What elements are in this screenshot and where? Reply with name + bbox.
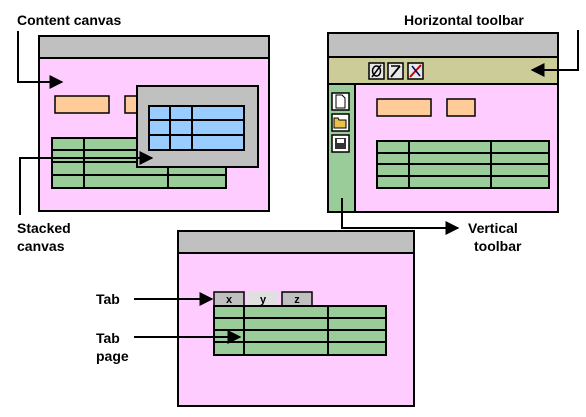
tab-label: y [260, 294, 267, 306]
slash-pen-icon[interactable] [368, 62, 385, 80]
window-titlebar [327, 32, 559, 58]
text-field [446, 98, 476, 117]
horizontal-toolbar [327, 56, 559, 85]
vertical-toolbar-label: Vertical toolbar [468, 220, 522, 254]
content-canvas-window [38, 35, 270, 212]
text-field [376, 98, 432, 117]
tab-page [213, 305, 387, 356]
vertical-toolbar-arrow [341, 198, 460, 235]
text-field [54, 95, 110, 114]
horizontal-toolbar-arrow [530, 30, 579, 77]
data-grid [376, 140, 550, 189]
window-titlebar [177, 230, 415, 254]
save-disk-icon[interactable] [331, 134, 350, 153]
window-titlebar [38, 35, 270, 59]
stacked-canvas-label: Stacked canvas [17, 220, 75, 254]
tab-label: z [294, 294, 300, 306]
content-canvas-label: Content canvas [17, 12, 121, 28]
tab-y[interactable]: y [247, 291, 279, 307]
horizontal-toolbar-label: Horizontal toolbar [404, 12, 524, 28]
tab-x[interactable]: x [213, 291, 245, 307]
tab-canvas-window: x y z [177, 230, 415, 407]
stacked-canvas [136, 85, 259, 168]
delete-icon[interactable] [407, 62, 424, 80]
tab-label: x [226, 294, 233, 306]
toolbar-window [327, 32, 559, 213]
open-folder-icon[interactable] [331, 113, 350, 132]
stacked-canvas-arrow [19, 151, 154, 215]
callouts: Content canvas Horizontal toolbar Stacke… [17, 12, 579, 364]
new-file-icon[interactable] [331, 92, 350, 111]
tab-z[interactable]: z [281, 291, 313, 307]
tab-page-label: Tab page [96, 330, 129, 364]
content-canvas-arrow [17, 31, 64, 89]
tab-label-callout: Tab [96, 291, 120, 307]
pencil-icon[interactable] [387, 62, 404, 80]
